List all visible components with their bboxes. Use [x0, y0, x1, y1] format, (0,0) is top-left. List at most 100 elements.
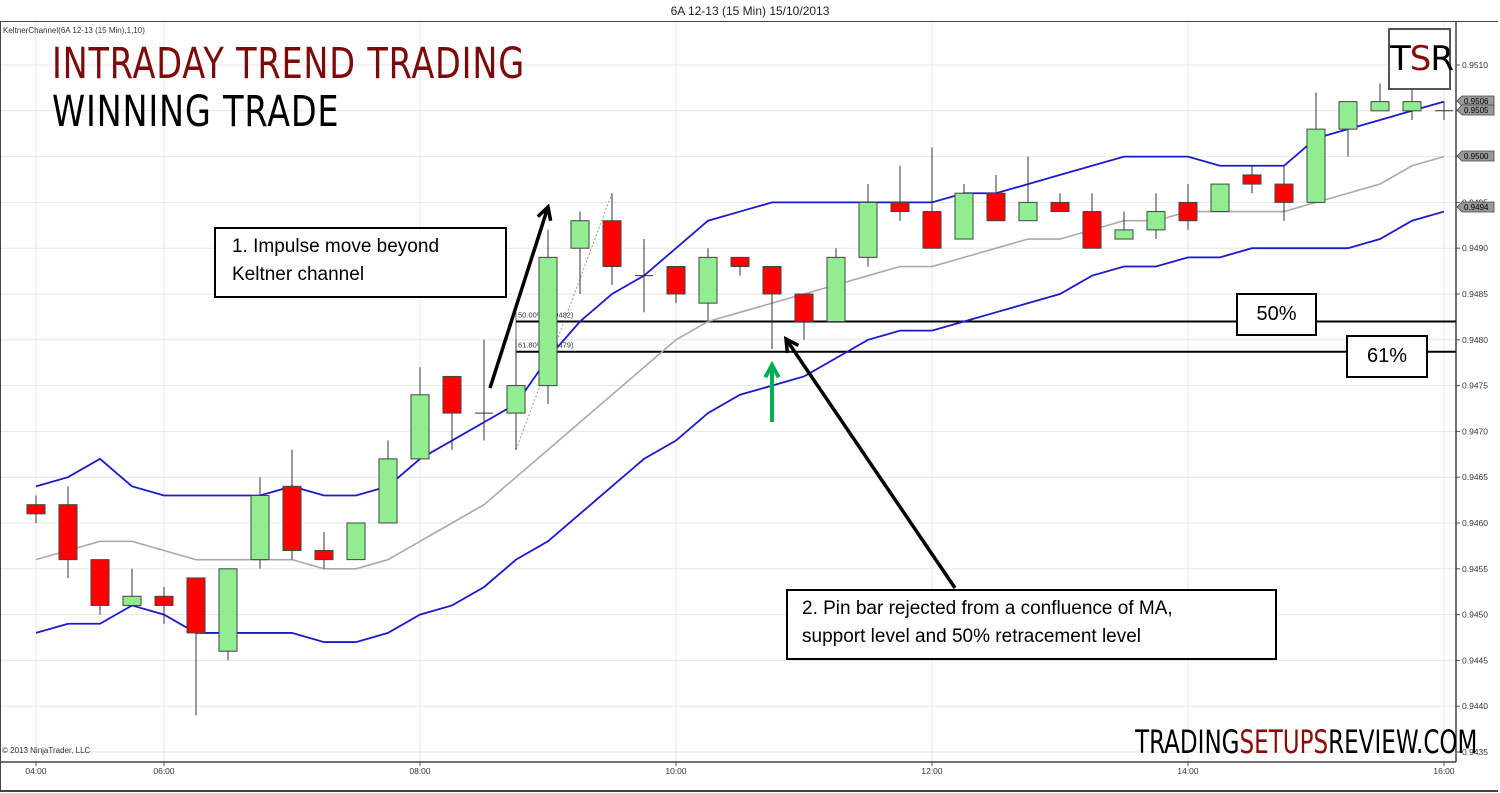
annotation-impulse-move: 1. Impulse move beyond Keltner channel — [214, 227, 507, 298]
annotation-pin-bar: 2. Pin bar rejected from a confluence of… — [786, 589, 1277, 660]
price-marker — [1456, 201, 1495, 213]
candle-bull — [1402, 101, 1422, 112]
pin-bar-arrow-icon-head — [783, 335, 800, 354]
candle-bull — [1210, 183, 1230, 213]
candle-bull — [1306, 128, 1326, 203]
candle-bull — [378, 458, 398, 524]
price-marker-label: 0.9494 — [1464, 203, 1489, 212]
candle-bull — [506, 385, 526, 414]
price-marker-label: 0.9500 — [1464, 152, 1489, 161]
y-tick-label: 0.9480 — [1462, 335, 1488, 345]
candle-bear — [762, 266, 782, 295]
y-tick-label: 0.9465 — [1462, 472, 1488, 482]
y-tick-label: 0.9435 — [1462, 747, 1488, 757]
y-tick-label: 0.9450 — [1462, 610, 1488, 620]
indicator-label: KeltnerChannel(6A 12-13 (15 Min),1,10) — [3, 26, 145, 35]
candle-bear — [666, 266, 686, 295]
brand-part: SETUPS — [1239, 723, 1329, 761]
y-tick-label: 0.9440 — [1462, 701, 1488, 711]
impulse-arrow-icon — [488, 206, 550, 389]
candle-bear — [314, 549, 334, 561]
x-tick-label: 16:00 — [1433, 766, 1455, 776]
annotation-line: support level and 50% retracement level — [802, 626, 1142, 647]
candle-bull — [1018, 201, 1038, 222]
keltner-middle-line — [35, 155, 1445, 570]
y-tick-label: 0.9445 — [1462, 655, 1488, 665]
price-marker — [1456, 95, 1495, 107]
annotation-line: Keltner channel — [232, 264, 365, 285]
price-marker — [1456, 104, 1495, 116]
candle-bear — [602, 220, 622, 268]
y-tick-label: 0.9470 — [1462, 426, 1488, 436]
candle-bear — [58, 504, 78, 561]
x-tick-label: 10:00 — [665, 766, 687, 776]
logo-r: R — [1430, 39, 1454, 79]
candle-bull — [122, 595, 142, 606]
x-tick-label: 12:00 — [921, 766, 943, 776]
logo-t: T — [1390, 39, 1411, 79]
brand-part: TRADING — [1135, 723, 1240, 761]
candle-bear — [922, 211, 942, 249]
annotation-line: 1. Impulse move beyond — [232, 236, 440, 257]
candle-bear — [186, 577, 206, 634]
x-tick-label: 04:00 — [25, 766, 47, 776]
x-tick-label: 08:00 — [409, 766, 431, 776]
candle-bull — [410, 394, 430, 460]
price-marker-label: 0.9506 — [1464, 97, 1489, 106]
price-marker — [1456, 150, 1495, 162]
headline-subtitle: WINNING TRADE — [52, 87, 340, 137]
y-tick-label: 0.9475 — [1462, 381, 1488, 391]
candle-bull — [858, 201, 878, 258]
y-tick-label: 0.9460 — [1462, 518, 1488, 528]
candle-bull — [954, 192, 974, 240]
candle-bull — [1146, 211, 1166, 231]
keltner-upper-band — [35, 100, 1445, 497]
candle-bear — [442, 375, 462, 414]
keltner-lower-band — [35, 210, 1445, 643]
copyright: © 2013 NinjaTrader, LLC — [2, 746, 91, 755]
x-tick-label: 14:00 — [1177, 766, 1199, 776]
candle-bull — [570, 220, 590, 249]
candle-bear — [986, 192, 1006, 222]
candle-bear — [794, 293, 814, 322]
y-tick-label: 0.9455 — [1462, 564, 1488, 574]
candle-bull — [698, 256, 718, 304]
y-tick-label: 0.9510 — [1462, 60, 1488, 70]
x-tick-label: 06:00 — [153, 766, 175, 776]
candle-bull — [826, 256, 846, 322]
brand-part: REVIEW.COM — [1328, 723, 1478, 761]
tsr-logo: TSR — [1388, 28, 1454, 90]
chart-title: 6A 12-13 (15 Min) 15/10/2013 — [670, 4, 830, 18]
candle-bear — [1242, 174, 1262, 185]
impulse-arrow-icon-head — [536, 203, 553, 222]
entry-up-arrow-icon-head — [763, 360, 781, 379]
candle-bear — [26, 504, 46, 515]
candle-bear — [90, 559, 110, 606]
pin-bar-arrow-icon — [784, 338, 957, 589]
fib-61-label: 61% — [1346, 335, 1428, 378]
fib-50-label: 50% — [1236, 293, 1317, 336]
candle-bull — [1114, 229, 1134, 240]
candle-bear — [730, 256, 750, 268]
y-tick-label: 0.9485 — [1462, 289, 1488, 299]
annotation-line: 2. Pin bar rejected from a confluence of… — [802, 598, 1173, 619]
candle-bull — [538, 256, 558, 387]
candle-bear — [154, 595, 174, 606]
candle-bull — [1370, 101, 1390, 112]
price-marker-label: 0.9505 — [1464, 106, 1489, 115]
candle-bear — [1050, 201, 1070, 213]
candle-bull — [1338, 101, 1358, 130]
chart-frame — [0, 21, 1498, 792]
candle-bear — [1178, 201, 1198, 222]
logo-s: S — [1409, 39, 1432, 79]
candle-bear — [1082, 211, 1102, 249]
candle-bull — [346, 522, 366, 561]
headline-title: INTRADAY TREND TRADING — [52, 39, 525, 89]
y-tick-label: 0.9490 — [1462, 243, 1488, 253]
candle-bear — [282, 485, 302, 551]
candle-bull — [218, 568, 238, 652]
candle-bear — [1274, 183, 1294, 203]
candle-bear — [890, 201, 910, 213]
candle-bull — [250, 495, 270, 561]
